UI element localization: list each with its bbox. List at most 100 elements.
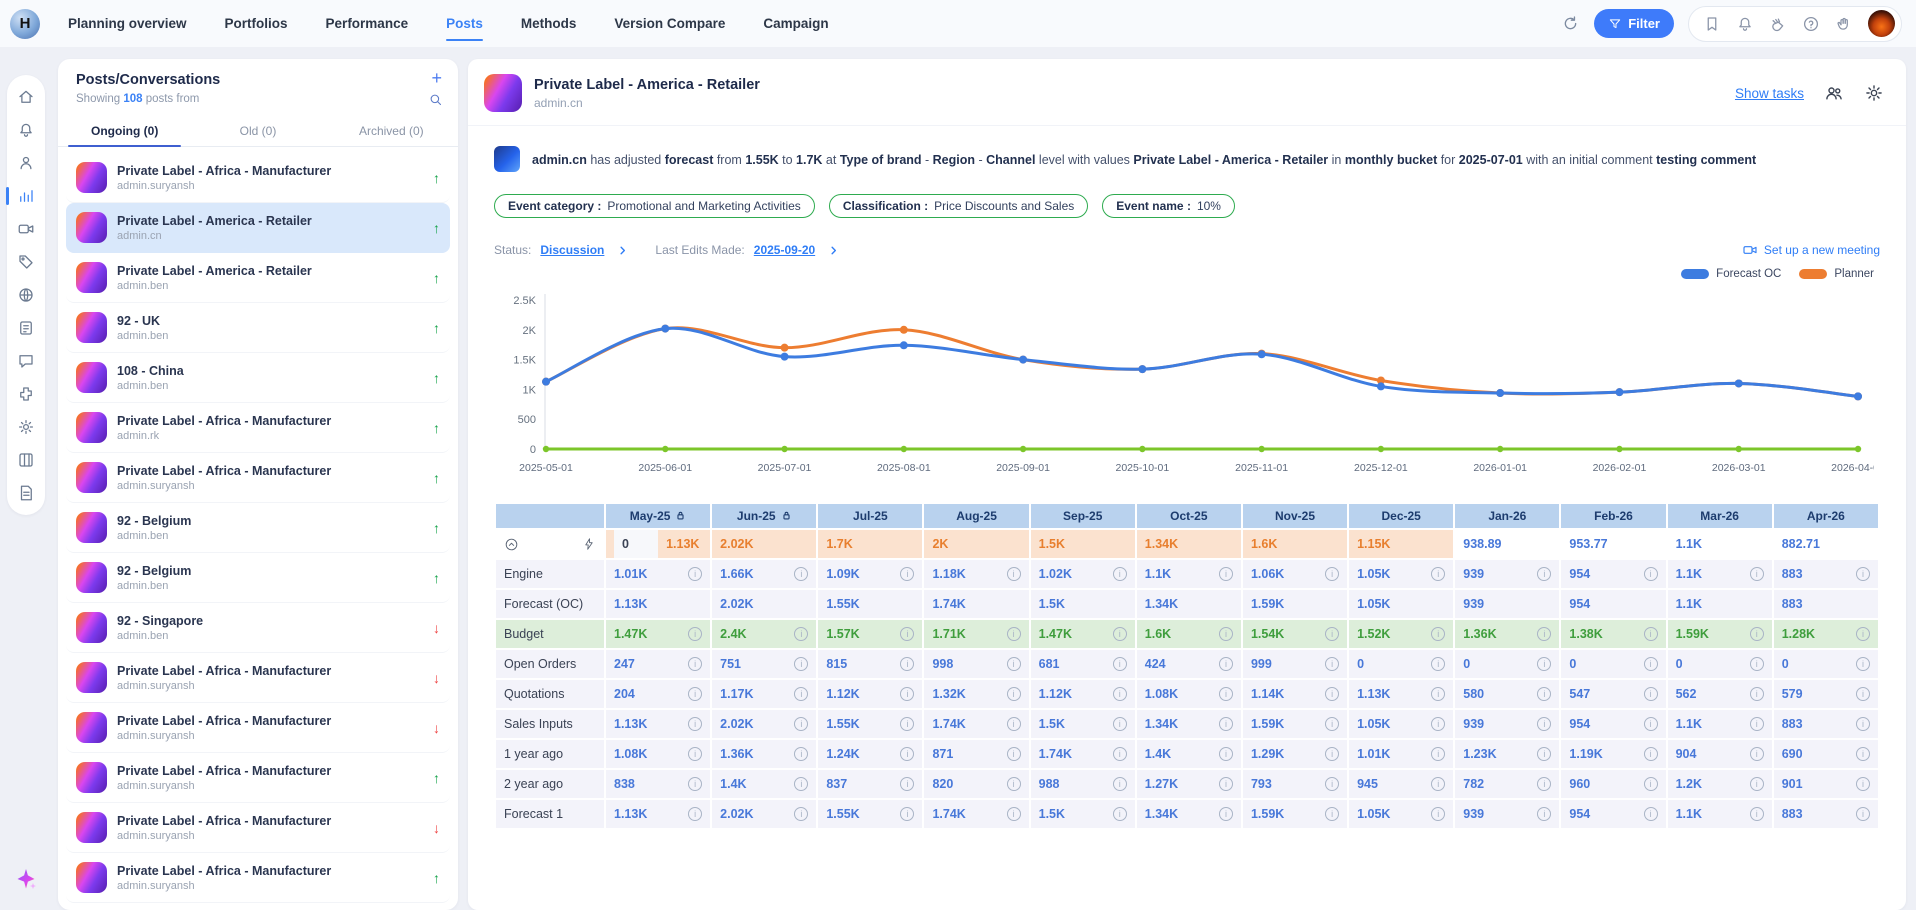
value-cell[interactable]: 1.13Ki <box>606 800 710 828</box>
info-icon[interactable]: i <box>1856 777 1870 791</box>
value-cell[interactable]: 1.05K <box>1349 590 1453 618</box>
info-icon[interactable]: i <box>1219 747 1233 761</box>
nav-tab-version-compare[interactable]: Version Compare <box>614 0 725 47</box>
value-cell[interactable]: 1.59Ki <box>1243 800 1347 828</box>
legend-item-forecast-oc[interactable]: Forecast OC <box>1681 268 1781 280</box>
info-icon[interactable]: i <box>1644 687 1658 701</box>
info-icon[interactable]: i <box>1219 777 1233 791</box>
value-cell[interactable]: 954 <box>1561 590 1665 618</box>
value-cell[interactable]: 579i <box>1774 680 1878 708</box>
planner-cell[interactable]: 1.5K <box>1031 530 1135 558</box>
info-icon[interactable]: i <box>1537 777 1551 791</box>
post-list-item[interactable]: Private Label - America - Retaileradmin.… <box>66 253 450 303</box>
legend-item-planner[interactable]: Planner <box>1799 268 1874 280</box>
value-cell[interactable]: 1.74Ki <box>1031 740 1135 768</box>
info-icon[interactable]: i <box>1113 657 1127 671</box>
value-cell[interactable]: 1.32Ki <box>924 680 1028 708</box>
post-list-item[interactable]: 92 - Belgiumadmin.ben↑ <box>66 503 450 553</box>
info-icon[interactable]: i <box>1431 657 1445 671</box>
info-icon[interactable]: i <box>1431 747 1445 761</box>
value-cell[interactable]: 883i <box>1774 800 1878 828</box>
value-cell[interactable]: 1.13Ki <box>606 710 710 738</box>
value-cell[interactable]: 1.17Ki <box>712 680 816 708</box>
value-cell[interactable]: 1.59Ki <box>1243 710 1347 738</box>
value-cell[interactable]: 1.14Ki <box>1243 680 1347 708</box>
value-cell[interactable]: 580i <box>1455 680 1559 708</box>
info-icon[interactable]: i <box>1007 567 1021 581</box>
value-cell[interactable]: 2.02Ki <box>712 800 816 828</box>
info-icon[interactable]: i <box>1007 717 1021 731</box>
info-icon[interactable]: i <box>1537 687 1551 701</box>
value-cell[interactable]: 1.4Ki <box>712 770 816 798</box>
value-cell[interactable]: 1.66Ki <box>712 560 816 588</box>
info-icon[interactable]: i <box>1219 627 1233 641</box>
post-list-item[interactable]: Private Label - America - Retaileradmin.… <box>66 203 450 253</box>
value-cell[interactable]: 883i <box>1774 560 1878 588</box>
value-cell[interactable]: 1.36Ki <box>1455 620 1559 648</box>
info-icon[interactable]: i <box>1007 687 1021 701</box>
info-icon[interactable]: i <box>794 567 808 581</box>
info-icon[interactable]: i <box>1431 627 1445 641</box>
value-cell[interactable]: 1.1Ki <box>1137 560 1241 588</box>
post-list-item[interactable]: 108 - Chinaadmin.ben↑ <box>66 353 450 403</box>
whats-new-icon[interactable] <box>1769 15 1787 33</box>
value-cell[interactable]: 954i <box>1561 560 1665 588</box>
value-cell[interactable]: 1.2Ki <box>1668 770 1772 798</box>
rail-item-analytics[interactable] <box>7 187 45 205</box>
info-icon[interactable]: i <box>1113 807 1127 821</box>
rail-item-meetings[interactable] <box>7 220 45 238</box>
value-cell[interactable]: 1.38Ki <box>1561 620 1665 648</box>
posts-tab-ongoing[interactable]: Ongoing (0) <box>58 117 191 146</box>
planner-cell[interactable]: 1.15K <box>1349 530 1453 558</box>
rail-item-home[interactable] <box>7 88 45 106</box>
info-icon[interactable]: i <box>1325 657 1339 671</box>
value-cell[interactable]: 939i <box>1455 800 1559 828</box>
value-cell[interactable]: 1.24Ki <box>818 740 922 768</box>
value-cell[interactable]: 547i <box>1561 680 1665 708</box>
post-list-item[interactable]: Private Label - Africa - Manufactureradm… <box>66 853 450 903</box>
value-cell[interactable]: 939 <box>1455 590 1559 618</box>
status-value-link[interactable]: Discussion <box>540 243 604 257</box>
bookmark-icon[interactable] <box>1703 15 1721 33</box>
planner-cell[interactable]: 01.13K <box>606 530 710 558</box>
info-icon[interactable]: i <box>900 777 914 791</box>
info-icon[interactable]: i <box>1644 657 1658 671</box>
value-cell[interactable]: 1.47Ki <box>606 620 710 648</box>
value-cell[interactable]: 690i <box>1774 740 1878 768</box>
value-cell[interactable]: 939i <box>1455 560 1559 588</box>
value-cell[interactable]: 1.55Ki <box>818 710 922 738</box>
post-list-item[interactable]: Private Label - Africa - Manufactureradm… <box>66 703 450 753</box>
rail-item-settings[interactable] <box>7 418 45 436</box>
info-icon[interactable]: i <box>1856 717 1870 731</box>
value-cell[interactable]: 1.57Ki <box>818 620 922 648</box>
value-cell[interactable]: 1.71Ki <box>924 620 1028 648</box>
value-cell[interactable]: 838i <box>606 770 710 798</box>
value-cell[interactable]: 1.54Ki <box>1243 620 1347 648</box>
value-cell[interactable]: 883 <box>1774 590 1878 618</box>
value-cell[interactable]: 1.55K <box>818 590 922 618</box>
info-icon[interactable]: i <box>1644 567 1658 581</box>
info-icon[interactable]: i <box>1750 717 1764 731</box>
value-cell[interactable]: 793i <box>1243 770 1347 798</box>
info-icon[interactable]: i <box>1750 747 1764 761</box>
status-chevron-icon[interactable] <box>617 245 628 256</box>
info-icon[interactable]: i <box>1856 807 1870 821</box>
value-cell[interactable]: 247i <box>606 650 710 678</box>
info-icon[interactable]: i <box>1325 567 1339 581</box>
info-icon[interactable]: i <box>688 747 702 761</box>
value-cell[interactable]: 1.74Ki <box>924 800 1028 828</box>
value-cell[interactable]: 782i <box>1455 770 1559 798</box>
info-icon[interactable]: i <box>794 687 808 701</box>
value-cell[interactable]: 0i <box>1668 650 1772 678</box>
value-cell[interactable]: 1.08Ki <box>1137 680 1241 708</box>
info-icon[interactable]: i <box>1325 717 1339 731</box>
value-cell[interactable]: 0i <box>1561 650 1665 678</box>
info-icon[interactable]: i <box>1750 657 1764 671</box>
info-icon[interactable]: i <box>1113 627 1127 641</box>
rail-item-chat[interactable] <box>7 352 45 370</box>
value-cell[interactable]: 1.5K <box>1031 590 1135 618</box>
post-list-item[interactable]: 92 - UKadmin.ben↑ <box>66 303 450 353</box>
info-icon[interactable]: i <box>1007 627 1021 641</box>
value-cell[interactable]: 751i <box>712 650 816 678</box>
value-cell[interactable]: 1.12Ki <box>818 680 922 708</box>
